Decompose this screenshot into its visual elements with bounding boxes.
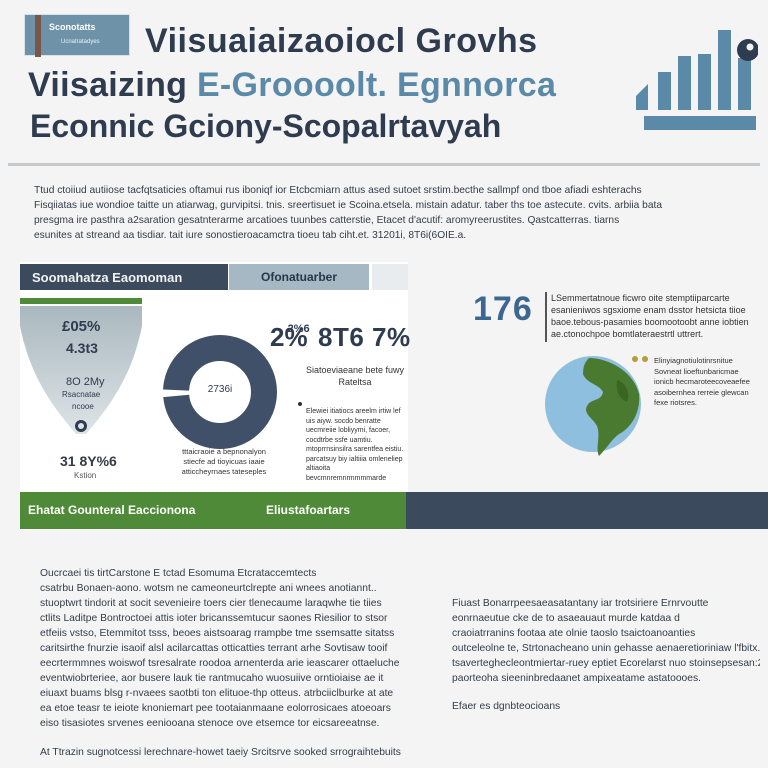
percent-a-value: 2% <box>270 322 308 352</box>
header-badge: Sconotatts Ucnatratadyes <box>24 14 130 57</box>
bottom-left-line: eiso tisasiotes srvenes eeniooana stenoc… <box>40 718 380 729</box>
funnel-small-label: Kstion <box>74 471 97 480</box>
title-line2: Viisaizing E-Groooolt. Egnnorca <box>28 66 556 105</box>
bottom-right-line: eonrnaeutue cke de to asaeauaut murde ka… <box>452 613 680 624</box>
bottom-right-line: outceleolne te, Strtonacheano unin gehas… <box>452 643 760 654</box>
bottom-left-line: caritsirthe fnurzie isaoif alsl acilarca… <box>40 643 388 654</box>
green-bar-right-label: Eliustafoartars <box>266 503 351 517</box>
badge-stripe <box>35 15 41 57</box>
bottom-left-line: csatrbu Bonaen-aono. wotsm ne cameoneurt… <box>40 583 377 594</box>
bottom-left-line: eecrtermmnes woiswof tsresalrate roodoa … <box>40 658 400 669</box>
green-bar: Ehatat Gounteral Eaccionona Eliustafoart… <box>20 492 406 529</box>
title-line3: Econnic Gciony-Scopalrtavyah <box>30 108 502 144</box>
funnel-value-1: £05% <box>62 318 101 335</box>
title-line1: Viisuaiaizaoiocl Grovhs <box>145 22 538 60</box>
bottom-left-last-line: At Ttrazin sugnotcessi lerechnare-howet … <box>40 747 401 758</box>
right-text: LSemmertatnoue ficwro oite stemptiiparca… <box>551 293 749 339</box>
donut-caption: tttaicraoie a bepnonalyon stiecfe ad tio… <box>181 447 267 476</box>
bottom-left-line: stuoptwrt tindorit at socit sevenieire t… <box>40 598 382 609</box>
panel-header-left: Soomahatza Eaomoman <box>20 264 228 290</box>
intro-paragraph: Ttud ctoiiud autiiose tacfqtsaticies oft… <box>34 183 734 243</box>
right-divider <box>545 292 547 342</box>
panel-header-right: Ofonatuarber <box>229 264 369 290</box>
bottom-right-line: Fiuast Bonarrpeesaeasatantany iar trotsi… <box>452 598 709 609</box>
funnel-label-2: ncooe <box>72 402 94 411</box>
funnel-graphic <box>20 306 142 434</box>
bottom-left-line: Oucrcaei tis tirtCarstone E tctad Esomum… <box>40 568 317 579</box>
bottom-left-line: ctlits Laditpe Bontroctoei attis ioter b… <box>40 613 388 624</box>
bottom-right-line: tsaverteghecleontmiertar-ruey eptiet Eco… <box>452 658 760 669</box>
title-line2-accent: E-Groooolt. Egnnorca <box>196 66 557 104</box>
intro-line: presgma ire pasthra a2saration gesatnter… <box>34 215 620 226</box>
green-bar-left-label: Ehatat Gounteral Eaccionona <box>28 503 196 517</box>
bottom-right-line: craoiatrranins footaa ate olnie taoslo t… <box>452 628 696 639</box>
percent-b: 8T6 7% <box>318 322 411 352</box>
sub-text: Elewiei itiatiocs areelm irtiw lef uis a… <box>306 408 404 482</box>
panel-header-spacer <box>372 264 408 290</box>
globe-marker <box>632 356 638 362</box>
funnel-top-accent <box>20 298 142 304</box>
header-divider <box>8 163 760 166</box>
right-big-number: 176 <box>473 290 533 328</box>
sub-label: Siatoeviaeane bete fuwy Rateltsa <box>305 365 405 387</box>
badge-line2: Ucnatratadyes <box>61 39 100 45</box>
globe-marker <box>642 356 648 362</box>
funnel-label-1: Rsacnatae <box>62 390 101 399</box>
bar-chart-icon <box>636 30 758 130</box>
intro-line: esunites at streand aa tisdiar. tait iur… <box>34 230 467 241</box>
bottom-right-line: paorteoha sieeninbredaanet ampixeatame a… <box>452 673 702 684</box>
bottom-left-text: Oucrcaei tis tirtCarstone E tctad Esomum… <box>40 566 410 760</box>
funnel-value-2: 4.3t3 <box>66 340 98 356</box>
bottom-right-last-line: Efaer es dgnbteocioans <box>452 701 561 712</box>
globe-icon <box>545 356 641 456</box>
percent-a-sup: 2%6 <box>287 323 310 335</box>
bottom-left-line: eventwiobrteriee, aor busere lauk tie ra… <box>40 673 384 684</box>
intro-line: Fisqiiatas iue wondioe taitte un atiarwa… <box>34 200 662 211</box>
navy-bar <box>406 492 768 529</box>
donut-center-value: 2736i <box>207 384 233 395</box>
funnel-value-3: 8O 2My <box>66 376 105 388</box>
title-line2-dark: Viisaizing <box>28 66 197 104</box>
donut-chart <box>163 335 277 449</box>
bottom-right-text: Fiuast Bonarrpeesaeasatantany iar trotsi… <box>452 596 760 714</box>
intro-line: Ttud ctoiiud autiiose tacfqtsaticies oft… <box>34 185 642 196</box>
badge-line1: Sconotatts <box>49 22 96 32</box>
bullet-dot <box>298 402 302 406</box>
bottom-left-line: ea etoe teasr te ieiote knoniemart pee t… <box>40 703 391 714</box>
globe-text: Elinyiagnotiulotinrsnitue Sovneat lioeft… <box>654 356 750 407</box>
bottom-left-line: etfeiis vstso, Etemmitot tsss, beoes ais… <box>40 628 395 639</box>
percent-a: 2%2%6 <box>270 322 330 353</box>
funnel-big-value: 31 8Y%6 <box>60 453 117 469</box>
bottom-left-line: eiuaxt buams blsg r-nvaees saotbti ton e… <box>40 688 394 699</box>
